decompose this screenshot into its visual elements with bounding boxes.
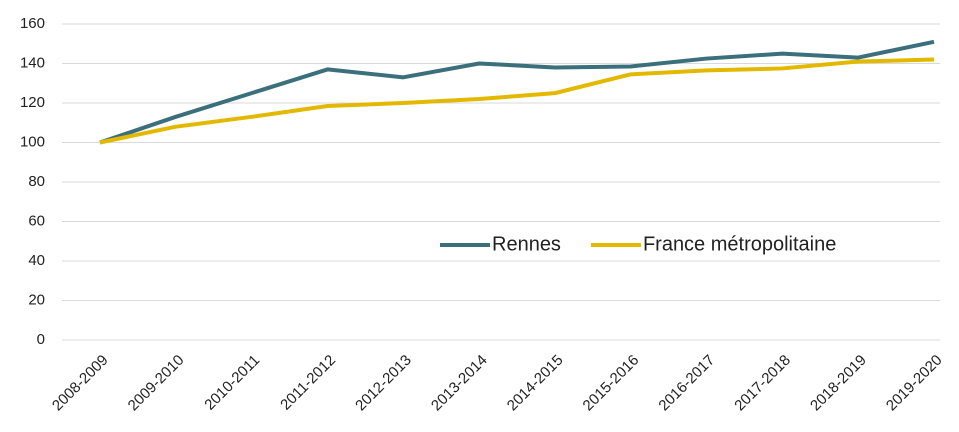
x-tick-label: 2014-2015: [504, 352, 567, 415]
legend-label: France métropolitaine: [643, 233, 836, 255]
x-tick-label: 2009-2010: [125, 352, 188, 415]
x-tick-label: 2012-2013: [352, 352, 415, 415]
y-tick-label: 120: [20, 94, 45, 111]
y-tick-label: 60: [28, 212, 45, 229]
x-tick-label: 2018-2019: [807, 352, 870, 415]
line-series: [99, 57, 935, 145]
y-tick-label: 100: [20, 133, 45, 150]
x-tick-label: 2016-2017: [655, 352, 718, 415]
y-tick-label: 40: [28, 252, 45, 269]
x-tick-label: 2013-2014: [428, 352, 491, 415]
y-tick-label: 160: [20, 15, 45, 32]
x-tick-label: 2017-2018: [731, 352, 794, 415]
x-tick-label: 2011-2012: [277, 352, 339, 414]
legend-label: Rennes: [492, 233, 561, 255]
x-tick-label: 2019-2020: [883, 352, 946, 415]
x-tick-label: 2010-2011: [201, 352, 263, 414]
x-tick-label: 2015-2016: [580, 352, 643, 415]
y-tick-label: 80: [28, 173, 45, 190]
x-tick-label: 2008-2009: [49, 352, 112, 415]
y-tick-label: 140: [20, 54, 45, 71]
line-series: [99, 39, 935, 145]
y-tick-label: 20: [28, 291, 45, 308]
y-tick-label: 0: [37, 331, 45, 348]
